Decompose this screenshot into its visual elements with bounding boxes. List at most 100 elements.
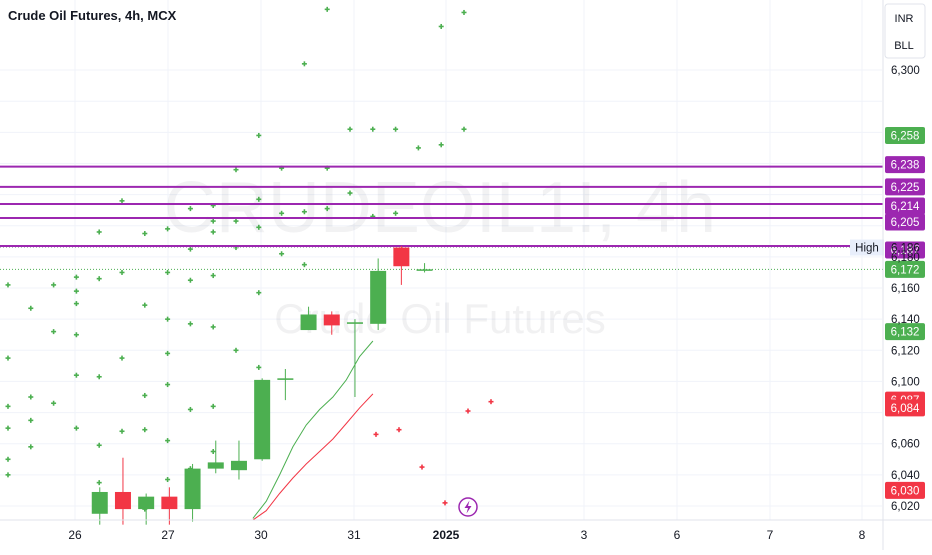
price-badge-label: 6,214 (891, 201, 920, 213)
sar-marker-up (51, 329, 57, 335)
sar-marker-up (28, 305, 34, 311)
high-label: High (855, 243, 879, 255)
candle-up[interactable] (277, 368, 294, 401)
sar-marker-up (142, 392, 148, 398)
candle-up[interactable] (346, 319, 363, 398)
candle-body (277, 378, 294, 380)
sar-marker-up (256, 132, 262, 138)
sar-marker-down (442, 500, 448, 506)
sar-marker-up (279, 210, 285, 216)
candle-up[interactable] (91, 487, 108, 525)
candle-up[interactable] (370, 258, 387, 331)
price-badge-bg (885, 156, 925, 174)
indicator-bands (252, 340, 374, 521)
upper-band-line (252, 340, 374, 519)
candle-body (254, 379, 271, 460)
sar-marker-up (233, 218, 239, 224)
current-price-badge: 6,172 (885, 260, 925, 278)
sar-marker-down (396, 427, 402, 433)
y-tick-label: 6,060 (891, 439, 920, 451)
candle-up[interactable] (230, 440, 247, 480)
sar-marker-up (73, 332, 79, 338)
price-badge-label: 6,030 (891, 485, 920, 497)
sar-marker-up (210, 403, 216, 409)
y-tick-label: 6,020 (891, 501, 920, 513)
lightning-icon[interactable] (458, 497, 478, 517)
price-badge: 6,132 (885, 323, 925, 341)
sar-marker-up (438, 23, 444, 29)
sar-marker-up (165, 316, 171, 322)
time-axis[interactable]: 26 27 30 31 2025 3 6 7 8 (68, 528, 865, 542)
candle-up[interactable] (184, 463, 201, 522)
x-tick-label: 7 (767, 528, 774, 542)
sar-marker-up (142, 302, 148, 308)
candle-body (91, 491, 108, 514)
candle-up[interactable] (138, 493, 155, 525)
sar-marker-up (233, 347, 239, 353)
candles[interactable] (91, 245, 433, 525)
x-tick-label: 6 (674, 528, 681, 542)
sar-marker-up (461, 9, 467, 15)
candle-body (370, 270, 387, 324)
price-badge-label: 6,084 (891, 403, 920, 415)
sar-marker-down (419, 464, 425, 470)
sar-marker-up (233, 167, 239, 173)
sar-marker-up (28, 417, 34, 423)
sar-marker-up (324, 6, 330, 12)
current-price-label: 6,172 (891, 264, 920, 276)
sar-marker-down (488, 399, 494, 405)
x-tick-label: 31 (347, 528, 361, 542)
sar-marker-up (5, 282, 11, 288)
candle-up[interactable] (300, 306, 317, 331)
sar-marker-up (119, 198, 125, 204)
currency-button[interactable]: INR BLL (884, 3, 926, 59)
sar-marker-up (187, 277, 193, 283)
price-badge-bg (885, 213, 925, 231)
price-badge-bg (885, 481, 925, 499)
sar-marker-up (165, 438, 171, 444)
y-tick-label: 6,140 (891, 314, 920, 326)
candle-up[interactable] (207, 440, 224, 474)
x-tick-label: 30 (254, 528, 268, 542)
sar-marker-up (165, 350, 171, 356)
candle-body (393, 247, 410, 267)
candle-down[interactable] (393, 245, 410, 285)
horizontal-levels: 6,2586,2386,2256,2146,2056,1876,1326,087… (0, 126, 925, 499)
sar-marker-up (256, 290, 262, 296)
price-badge: 6,238 (885, 156, 925, 174)
sar-marker-up (28, 394, 34, 400)
sar-marker-up (73, 288, 79, 294)
sar-marker-up (142, 427, 148, 433)
candle-body (230, 460, 247, 471)
current-price-badge-bg (885, 260, 925, 278)
y-tick-label: 6,120 (891, 345, 920, 357)
sar-marker-up (73, 301, 79, 307)
x-tick-label: 8 (859, 528, 866, 542)
sar-marker-up (165, 269, 171, 275)
candle-up[interactable] (416, 263, 433, 273)
y-tick-label: 6,180 (891, 252, 920, 264)
sar-marker-up (5, 355, 11, 361)
sar-marker-up (96, 442, 102, 448)
price-badge-label: 6,225 (891, 182, 920, 194)
sar-marker-up (461, 126, 467, 132)
candle-down[interactable] (323, 311, 340, 335)
sar-marker-up (119, 428, 125, 434)
sar-marker-up (96, 374, 102, 380)
x-tick-label: 26 (68, 528, 82, 542)
sar-marker-up (73, 372, 79, 378)
candle-down[interactable] (161, 487, 178, 525)
sar-marker-up (5, 472, 11, 478)
candle-body (207, 462, 224, 469)
chart-grid (0, 0, 882, 520)
sar-marker-down (465, 408, 471, 414)
candle-down[interactable] (114, 457, 131, 525)
y-tick-label: 6,100 (891, 376, 920, 388)
sar-marker-up (210, 448, 216, 454)
price-badge-bg (885, 178, 925, 196)
sar-marker-up (165, 382, 171, 388)
candle-up[interactable] (254, 378, 271, 461)
